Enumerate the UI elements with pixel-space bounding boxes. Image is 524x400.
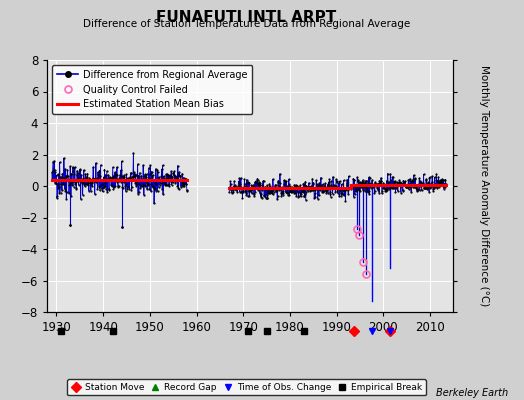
Y-axis label: Monthly Temperature Anomaly Difference (°C): Monthly Temperature Anomaly Difference (… <box>479 65 489 307</box>
Text: Berkeley Earth: Berkeley Earth <box>436 388 508 398</box>
Text: Difference of Station Temperature Data from Regional Average: Difference of Station Temperature Data f… <box>83 19 410 29</box>
Legend: Station Move, Record Gap, Time of Obs. Change, Empirical Break: Station Move, Record Gap, Time of Obs. C… <box>67 379 425 396</box>
Text: FUNAFUTI INTL ARPT: FUNAFUTI INTL ARPT <box>156 10 336 25</box>
Legend: Difference from Regional Average, Quality Control Failed, Estimated Station Mean: Difference from Regional Average, Qualit… <box>52 65 253 114</box>
